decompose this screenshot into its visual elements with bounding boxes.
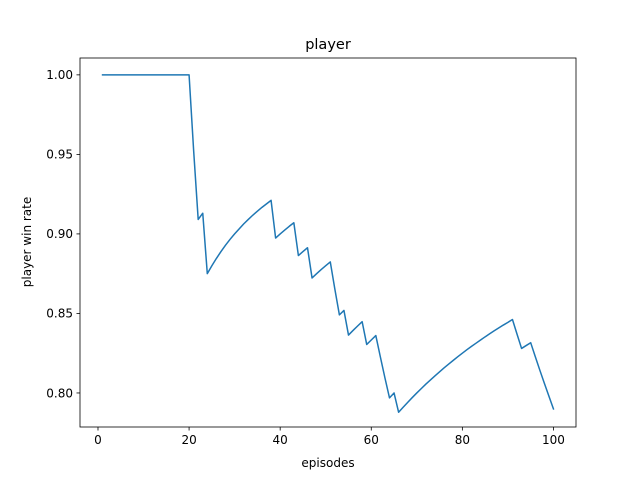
y-tick-label: 0.95 (46, 148, 73, 162)
y-axis-ticks: 0.80 0.85 0.90 0.95 1.00 (46, 68, 80, 400)
plot-area (79, 57, 577, 428)
x-tick-label: 40 (273, 433, 288, 447)
x-tick-label: 0 (94, 433, 102, 447)
x-tick-label: 80 (455, 433, 470, 447)
y-tick-label: 1.00 (46, 68, 73, 82)
y-tick-label: 0.85 (46, 307, 73, 321)
y-tick-label: 0.80 (46, 386, 73, 400)
y-tick-label: 0.90 (46, 227, 73, 241)
x-tick-label: 60 (364, 433, 379, 447)
x-axis-label: episodes (301, 456, 354, 470)
axes-frame (79, 57, 577, 428)
series-line-0 (101, 74, 555, 413)
x-axis-ticks: 0 20 40 60 80 100 (94, 427, 565, 447)
y-axis-label: player win rate (20, 197, 34, 287)
x-tick-label: 20 (181, 433, 196, 447)
chart-title: player (305, 37, 351, 53)
x-tick-label: 100 (542, 433, 565, 447)
